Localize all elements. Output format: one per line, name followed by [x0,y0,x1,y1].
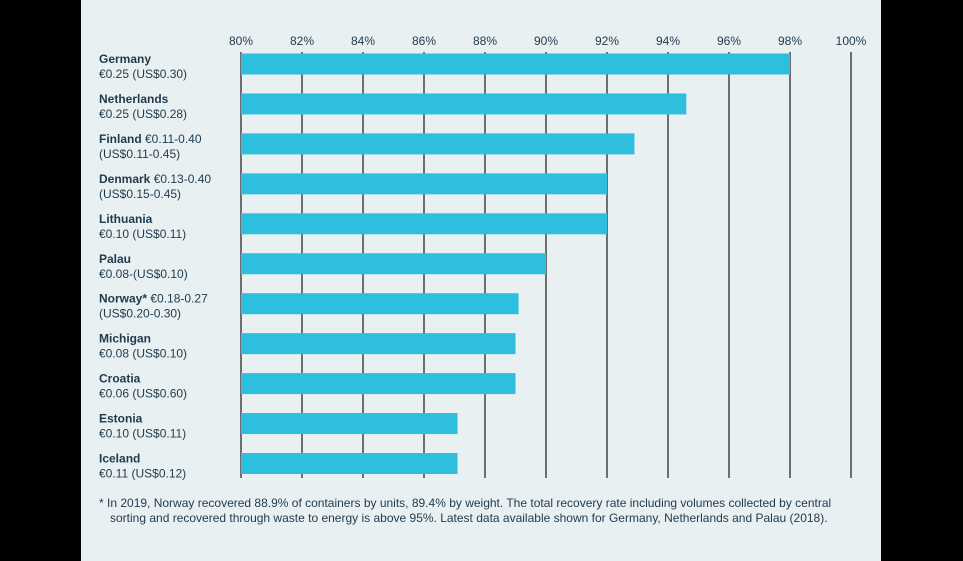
category-label-line2: (US$0.15-0.45) [99,187,181,201]
category-deposit: €0.13-0.40 [150,172,211,186]
x-tick-label: 96% [717,34,741,48]
x-tick-label: 98% [778,34,802,48]
bar [241,253,546,275]
category-label-line1: Germany [99,52,151,66]
x-tick-label: 88% [473,34,497,48]
category-label-line1: Norway* €0.18-0.27 [99,292,208,306]
category-name: Denmark [99,172,151,186]
category-name: Michigan [99,332,151,346]
category-label-line2: €0.08-(US$0.10) [99,267,188,281]
footnote: * In 2019, Norway recovered 88.9% of con… [99,496,832,525]
x-tick-label: 82% [290,34,314,48]
bar [241,133,635,155]
bar [241,373,516,395]
category-label-line1: Netherlands [99,92,169,106]
x-tick-label: 100% [836,34,867,48]
category-label-line2: €0.25 (US$0.28) [99,107,187,121]
category-label-line2: €0.25 (US$0.30) [99,67,187,81]
category-label-line2: €0.10 (US$0.11) [99,427,186,441]
category-label-line2: €0.06 (US$0.60) [99,387,187,401]
category-label-line1: Croatia [99,372,141,386]
x-tick-label: 86% [412,34,436,48]
bar [241,453,458,474]
bar [241,333,516,355]
category-name: Palau [99,252,131,266]
category-label-line1: Finland €0.11-0.40 [99,132,202,146]
category-label-line1: Denmark €0.13-0.40 [99,172,211,186]
category-name: Finland [99,132,142,146]
category-name: Norway* [99,292,147,306]
x-tick-label: 84% [351,34,375,48]
category-name: Lithuania [99,212,153,226]
bar [241,413,458,435]
category-label-line1: Lithuania [99,212,153,226]
category-label-line1: Palau [99,252,131,266]
category-label-line1: Estonia [99,412,143,426]
category-label-line2: (US$0.11-0.45) [99,147,180,161]
category-label-line2: (US$0.20-0.30) [99,307,181,321]
bar [241,213,607,235]
category-label-line1: Michigan [99,332,151,346]
bar [241,173,607,195]
bar [241,93,687,115]
bar [241,293,519,315]
category-label-line2: €0.10 (US$0.11) [99,227,186,241]
category-name: Germany [99,52,151,66]
x-tick-label: 94% [656,34,680,48]
x-tick-label: 90% [534,34,558,48]
category-deposit: €0.11-0.40 [142,132,202,146]
category-name: Netherlands [99,92,169,106]
bar [241,53,790,75]
category-label-line2: €0.08 (US$0.10) [99,347,187,361]
category-name: Estonia [99,412,143,426]
category-label-line1: Iceland [99,452,140,466]
category-deposit: €0.18-0.27 [147,292,208,306]
x-tick-label: 80% [229,34,253,48]
category-name: Iceland [99,452,140,466]
category-label-line2: €0.11 (US$0.12) [99,467,186,481]
category-name: Croatia [99,372,141,386]
x-tick-label: 92% [595,34,619,48]
